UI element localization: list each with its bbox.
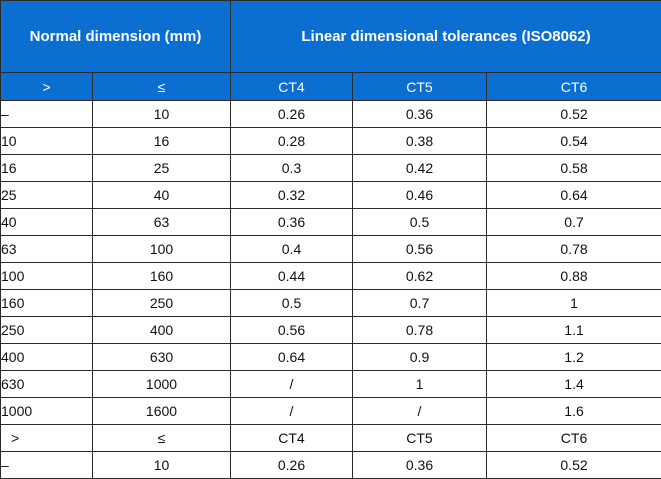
cell-ct5: CT5 [353,425,487,452]
table-row: 630 1000 / 1 1.4 [1,371,661,398]
linear-tolerances-header: Linear dimensional tolerances (ISO8062) [231,1,661,73]
header-row-sub: > ≤ CT4 CT5 CT6 [1,73,661,101]
cell-ct4: 0.3 [231,155,353,182]
cell-ct6: 0.7 [487,209,661,236]
cell-ct5: 0.38 [353,128,487,155]
table-row-repeat-header: > ≤ CT4 CT5 CT6 [1,425,661,452]
cell-to: 250 [93,290,231,317]
cell-to: 40 [93,182,231,209]
cell-ct4: 0.5 [231,290,353,317]
cell-ct6: 0.64 [487,182,661,209]
table-row: 40 63 0.36 0.5 0.7 [1,209,661,236]
nominal-dimension-header: Normal dimension (mm) [1,1,231,73]
cell-ct4: 0.64 [231,344,353,371]
cell-ct6: 0.54 [487,128,661,155]
cell-ct4: 0.56 [231,317,353,344]
cell-from: 250 [1,317,93,344]
cell-ct6: 1.4 [487,371,661,398]
cell-ct4: 0.44 [231,263,353,290]
cell-to: 160 [93,263,231,290]
cell-to: 100 [93,236,231,263]
cell-ct5: 0.56 [353,236,487,263]
cell-to: 10 [93,452,231,479]
cell-ct6: 1 [487,290,661,317]
cell-from: 160 [1,290,93,317]
cell-from: > [1,425,93,452]
cell-from: – [1,101,93,128]
cell-from: 400 [1,344,93,371]
cell-ct6: 1.2 [487,344,661,371]
table-row: 1000 1600 / / 1.6 [1,398,661,425]
table-row: 63 100 0.4 0.56 0.78 [1,236,661,263]
cell-from: 63 [1,236,93,263]
cell-ct5: 0.42 [353,155,487,182]
cell-ct5: 0.7 [353,290,487,317]
cell-ct5: 0.62 [353,263,487,290]
cell-ct4: CT4 [231,425,353,452]
table-row: – 10 0.26 0.36 0.52 [1,452,661,479]
greater-than-header: > [1,73,93,101]
cell-to: 16 [93,128,231,155]
cell-ct5: 0.36 [353,101,487,128]
cell-to: 630 [93,344,231,371]
cell-ct4: 0.26 [231,101,353,128]
cell-ct5: / [353,398,487,425]
cell-ct6: CT6 [487,425,661,452]
table-row: 100 160 0.44 0.62 0.88 [1,263,661,290]
cell-ct5: 0.78 [353,317,487,344]
cell-from: 25 [1,182,93,209]
cell-to: 1000 [93,371,231,398]
cell-ct6: 0.78 [487,236,661,263]
cell-from: 40 [1,209,93,236]
table-row: 400 630 0.64 0.9 1.2 [1,344,661,371]
cell-ct4: 0.26 [231,452,353,479]
table-row: 25 40 0.32 0.46 0.64 [1,182,661,209]
table-row: 16 25 0.3 0.42 0.58 [1,155,661,182]
cell-ct4: 0.28 [231,128,353,155]
cell-to: 25 [93,155,231,182]
cell-ct6: 0.52 [487,101,661,128]
cell-ct6: 1.1 [487,317,661,344]
cell-from: 10 [1,128,93,155]
cell-from: 1000 [1,398,93,425]
cell-from: 16 [1,155,93,182]
cell-ct6: 0.88 [487,263,661,290]
cell-ct4: / [231,398,353,425]
cell-ct6: 0.58 [487,155,661,182]
cell-to: 400 [93,317,231,344]
cell-ct4: / [231,371,353,398]
cell-from: – [1,452,93,479]
table-row: 160 250 0.5 0.7 1 [1,290,661,317]
cell-ct6: 0.52 [487,452,661,479]
cell-to: 10 [93,101,231,128]
cell-ct4: 0.32 [231,182,353,209]
cell-to: 63 [93,209,231,236]
cell-ct4: 0.36 [231,209,353,236]
cell-ct4: 0.4 [231,236,353,263]
cell-to: 1600 [93,398,231,425]
less-equal-header: ≤ [93,73,231,101]
cell-from: 100 [1,263,93,290]
header-row-main: Normal dimension (mm) Linear dimensional… [1,1,661,73]
table-row: 250 400 0.56 0.78 1.1 [1,317,661,344]
table-row: 10 16 0.28 0.38 0.54 [1,128,661,155]
cell-ct5: 0.46 [353,182,487,209]
cell-ct5: 0.36 [353,452,487,479]
cell-ct6: 1.6 [487,398,661,425]
ct6-header: CT6 [487,73,661,101]
cell-ct5: 0.5 [353,209,487,236]
ct5-header: CT5 [353,73,487,101]
cell-from: 630 [1,371,93,398]
cell-to: ≤ [93,425,231,452]
table-row: – 10 0.26 0.36 0.52 [1,101,661,128]
cell-ct5: 0.9 [353,344,487,371]
ct4-header: CT4 [231,73,353,101]
cell-ct5: 1 [353,371,487,398]
